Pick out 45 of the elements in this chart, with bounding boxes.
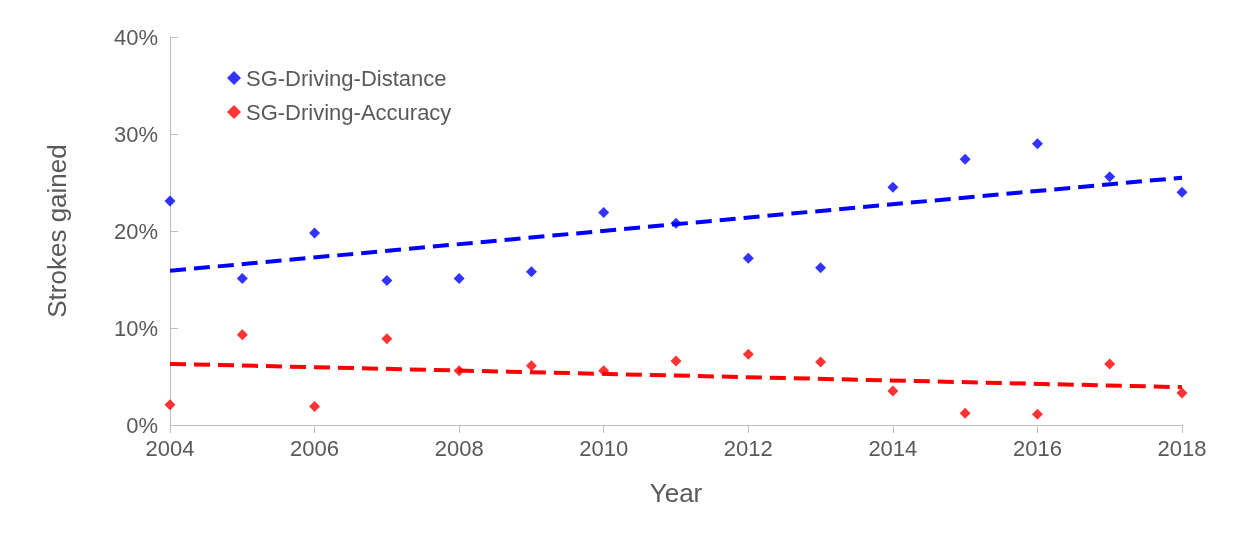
point [164,195,176,207]
x-tick-label: 2014 [868,435,918,461]
point [742,252,754,264]
point [670,355,682,367]
point [598,207,610,219]
point [959,153,971,165]
point [236,329,248,341]
point [815,356,827,368]
point [164,399,176,411]
y-axis-title: Strokes gained [42,144,72,318]
legend-label: SG-Driving-Distance [246,65,447,91]
x-tick-label: 2010 [579,435,629,461]
point [1031,408,1043,420]
point [309,227,321,239]
x-axis-title: Year [649,478,703,508]
point [959,407,971,419]
point [1104,358,1116,370]
point [598,365,610,377]
point [453,273,465,285]
point [887,385,899,397]
point [815,262,827,274]
point [309,401,321,413]
y-tick-label: 10% [113,315,158,341]
point [236,273,248,285]
point [742,348,754,360]
y-tick-label: 30% [113,121,158,147]
point [1176,387,1188,399]
point [525,266,537,278]
point [1176,186,1188,198]
x-tick-label: 2004 [145,435,195,461]
point [381,274,393,286]
x-tick-label: 2016 [1012,435,1062,461]
x-tick-label: 2012 [723,435,773,461]
x-tick-label: 2006 [290,435,340,461]
legend-label: SG-Driving-Accuracy [246,99,452,125]
y-tick-label: 20% [113,218,158,244]
y-tick-label: 0% [126,412,158,438]
point [381,333,393,345]
x-tick-label: 2018 [1157,435,1207,461]
point [525,360,537,372]
y-tick-label: 40% [113,24,158,50]
x-tick-label: 2008 [434,435,484,461]
point [1031,138,1043,150]
point [887,181,899,193]
point [1104,171,1116,183]
